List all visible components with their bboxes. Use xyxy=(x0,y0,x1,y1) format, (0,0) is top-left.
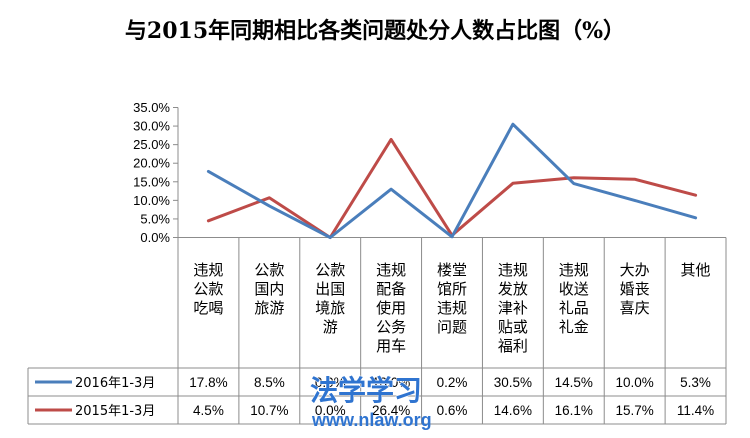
data-label: 4.5% xyxy=(193,403,224,418)
data-label: 15.7% xyxy=(616,403,654,418)
data-label: 5.3% xyxy=(680,375,711,390)
y-tick-label: 30.0% xyxy=(133,119,170,134)
series-line xyxy=(206,137,698,239)
legend-label: 2015年1-3月 xyxy=(75,404,155,419)
data-label: 0.2% xyxy=(437,375,468,390)
data-table: 违规公款吃喝 公款国内旅游 公款出国境旅游 违规配备使用公务用车 楼堂馆所违规问题 违规发… xyxy=(27,237,727,425)
data-label: 14.6% xyxy=(494,403,532,418)
y-tick-label: 10.0% xyxy=(133,193,170,208)
category-label: 其他 xyxy=(681,261,711,279)
watermark-text: 法学学习 xyxy=(310,374,422,407)
y-tick-label: 15.0% xyxy=(133,174,170,189)
chart-title: 与2015年同期相比各类问题处分人数占比图（%） xyxy=(125,18,625,44)
data-label: 8.5% xyxy=(254,375,285,390)
y-tick-label: 5.0% xyxy=(140,211,170,226)
category-label: 公款国内旅游 xyxy=(254,261,284,317)
chart-axes: 35.0% 30.0% 25.0% 20.0% 15.0% 10.0% 5.0% 0.0% xyxy=(133,100,179,245)
watermark-logo: 法学学习 www.nlaw.org xyxy=(310,374,432,431)
category-label: 大办婚丧喜庆 xyxy=(620,261,650,317)
data-label: 30.5% xyxy=(494,375,532,390)
y-tick-label: 0.0% xyxy=(140,230,170,245)
data-label: 10.7% xyxy=(250,403,288,418)
data-label: 0.0% xyxy=(315,375,346,390)
category-label: 违规公款吃喝 xyxy=(193,261,223,317)
series-lines xyxy=(206,122,698,239)
legend-label: 2016年1-3月 xyxy=(75,376,155,391)
data-label: 0.6% xyxy=(437,403,468,418)
category-label: 楼堂馆所违规问题 xyxy=(437,261,467,336)
watermark-url: www.nlaw.org xyxy=(311,410,432,430)
y-tick-label: 20.0% xyxy=(133,156,170,171)
y-tick-label: 35.0% xyxy=(133,100,170,115)
data-label: 16.1% xyxy=(555,403,593,418)
data-label: 17.8% xyxy=(189,375,227,390)
category-label: 违规收送礼品礼金 xyxy=(559,261,589,336)
data-label: 0.0% xyxy=(315,403,346,418)
category-label: 违规配备使用公务用车 xyxy=(376,261,406,355)
data-label: 11.4% xyxy=(677,403,714,418)
data-label: 14.5% xyxy=(555,375,593,390)
data-label: 10.0% xyxy=(616,375,654,390)
data-label: 13.0% xyxy=(372,375,410,390)
category-label: 公款出国境旅游 xyxy=(315,261,345,336)
y-tick-label: 25.0% xyxy=(133,137,170,152)
series-line xyxy=(206,122,698,239)
data-label: 26.4% xyxy=(372,403,410,418)
category-label: 违规发放津补贴或福利 xyxy=(498,261,528,355)
